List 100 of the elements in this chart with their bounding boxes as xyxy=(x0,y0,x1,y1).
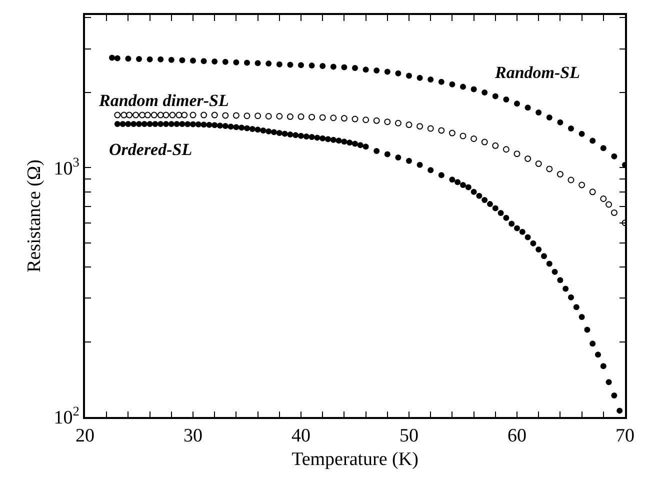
point xyxy=(470,136,478,142)
point xyxy=(150,112,158,118)
series-label: Random-SL xyxy=(494,63,580,82)
point xyxy=(169,112,176,118)
point xyxy=(428,76,434,82)
point xyxy=(535,160,542,167)
point xyxy=(606,201,612,208)
point xyxy=(340,115,348,122)
point xyxy=(502,146,510,153)
point xyxy=(352,65,358,72)
point xyxy=(362,66,369,73)
point xyxy=(330,64,336,70)
point xyxy=(265,113,272,120)
point xyxy=(276,113,283,120)
x-tick-label: 50 xyxy=(400,426,418,447)
point xyxy=(438,127,445,134)
y-tick-label: 10$^{3}$ xyxy=(54,154,80,180)
point xyxy=(114,55,120,62)
point xyxy=(470,86,477,92)
point xyxy=(492,142,499,149)
point xyxy=(438,78,444,85)
point xyxy=(448,130,456,136)
point xyxy=(395,70,402,76)
point xyxy=(524,155,532,162)
point xyxy=(546,114,552,120)
point xyxy=(406,122,412,128)
point xyxy=(244,112,250,120)
point xyxy=(254,112,262,120)
point xyxy=(416,123,424,130)
point xyxy=(144,112,151,118)
point xyxy=(406,72,412,79)
point xyxy=(146,56,153,62)
point xyxy=(176,112,182,118)
point xyxy=(514,100,520,107)
point xyxy=(589,188,596,196)
point xyxy=(460,84,466,90)
point xyxy=(114,112,121,118)
point xyxy=(286,113,294,120)
point xyxy=(600,195,607,202)
point xyxy=(352,116,358,122)
point xyxy=(136,56,142,62)
point xyxy=(341,64,348,70)
point xyxy=(162,112,170,118)
point xyxy=(578,130,585,137)
x-tick-label: 30 xyxy=(184,426,202,447)
point xyxy=(330,114,337,122)
x-tick-label: 40 xyxy=(292,426,310,447)
point xyxy=(320,62,326,69)
point xyxy=(211,112,218,118)
point xyxy=(384,68,390,75)
point xyxy=(168,56,174,63)
point xyxy=(503,96,510,102)
series-label: Ordered-SL xyxy=(109,140,192,159)
point xyxy=(319,114,326,121)
point xyxy=(244,60,250,66)
point xyxy=(190,112,196,118)
point xyxy=(200,112,208,118)
point xyxy=(233,59,240,66)
point xyxy=(212,58,218,65)
point xyxy=(600,145,606,152)
point xyxy=(536,110,542,116)
point xyxy=(254,60,261,66)
point xyxy=(125,56,132,62)
point xyxy=(394,120,402,126)
point xyxy=(138,112,146,118)
point xyxy=(481,138,488,146)
point xyxy=(492,93,498,100)
series-label: Random dimer-SL xyxy=(98,91,229,110)
point xyxy=(482,90,488,96)
point xyxy=(266,60,272,67)
point xyxy=(374,68,380,74)
point xyxy=(179,57,186,64)
point xyxy=(181,112,188,118)
y-axis-title: Resistance (Ω) xyxy=(24,160,46,272)
point xyxy=(449,81,456,88)
point xyxy=(524,104,531,111)
point xyxy=(373,117,380,124)
point xyxy=(416,74,423,81)
point xyxy=(157,112,164,118)
point xyxy=(132,112,140,118)
point xyxy=(556,170,564,178)
point xyxy=(590,138,596,144)
point xyxy=(276,61,282,68)
point xyxy=(460,132,466,140)
point xyxy=(568,125,574,132)
point xyxy=(514,150,520,158)
x-tick-label: 70 xyxy=(616,426,634,447)
point xyxy=(120,112,128,118)
point xyxy=(232,112,240,119)
x-tick-label: 60 xyxy=(508,426,526,447)
point xyxy=(611,153,618,160)
point xyxy=(287,62,294,68)
point xyxy=(610,209,618,216)
point xyxy=(578,182,586,188)
point xyxy=(200,58,207,64)
point xyxy=(126,112,133,118)
point xyxy=(362,116,370,124)
point xyxy=(308,114,316,120)
point xyxy=(190,58,196,64)
x-axis-title: Temperature (K) xyxy=(292,448,418,470)
